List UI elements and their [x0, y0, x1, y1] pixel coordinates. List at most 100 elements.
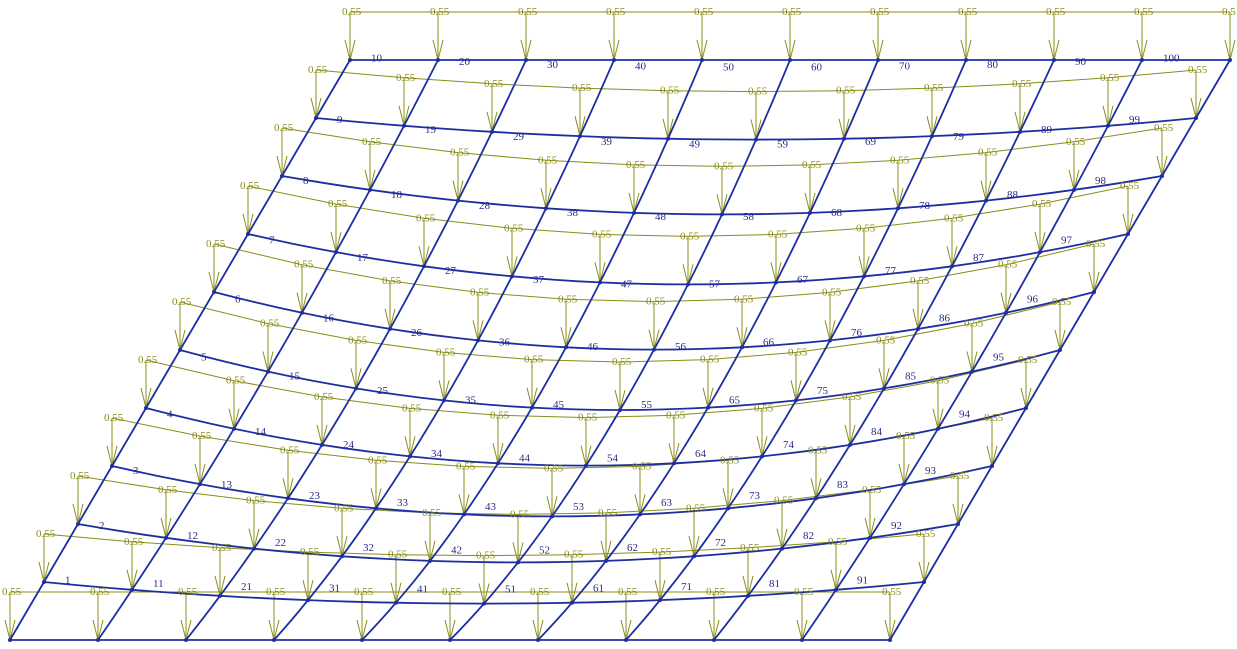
- load-value-label: 0.55: [910, 275, 930, 287]
- mesh-node: [76, 522, 80, 526]
- mesh-node: [922, 580, 926, 584]
- element-number-label: 12: [187, 530, 198, 542]
- element-number-label: 78: [919, 200, 931, 212]
- element-number-label: 53: [573, 501, 585, 513]
- mesh-node: [496, 461, 500, 466]
- element-number-label: 45: [553, 399, 565, 411]
- labels-layer: 0.55 0.55 0.55 0.55 0.55 0.55 0.55 0.55 0.55 0.55…: [2, 6, 1236, 598]
- load-value-label: 0.55: [1066, 136, 1086, 148]
- load-value-label: 0.55: [876, 334, 896, 346]
- element-number-label: 21: [241, 581, 252, 593]
- load-value-label: 0.55: [382, 275, 402, 287]
- element-number-label: 64: [695, 448, 707, 460]
- load-value-label: 0.55: [822, 286, 842, 298]
- mesh-node: [232, 426, 236, 431]
- element-number-label: 50: [723, 62, 735, 74]
- element-number-label: 79: [953, 131, 965, 143]
- element-number-label: 37: [533, 274, 545, 286]
- load-value-label: 0.55: [484, 78, 504, 90]
- mesh-node: [780, 546, 784, 551]
- load-value-label: 0.55: [748, 86, 768, 98]
- load-value-label: 0.55: [896, 430, 916, 442]
- mesh-node: [1058, 348, 1062, 352]
- element-number-label: 67: [797, 274, 809, 286]
- element-number-label: 40: [635, 61, 647, 73]
- load-value-label: 0.55: [882, 586, 902, 598]
- load-value-label: 0.55: [260, 318, 280, 330]
- load-value-label: 0.5: [1222, 6, 1236, 18]
- load-value-label: 0.55: [572, 82, 592, 94]
- load-value-label: 0.55: [334, 502, 354, 514]
- mesh-node: [726, 506, 730, 511]
- element-number-label: 49: [689, 139, 701, 151]
- load-value-label: 0.55: [1046, 6, 1066, 18]
- element-number-label: 56: [675, 341, 687, 353]
- load-value-label: 0.55: [768, 228, 788, 240]
- mesh-node: [956, 522, 960, 526]
- element-number-label: 62: [627, 542, 638, 554]
- load-value-label: 0.55: [842, 391, 862, 403]
- element-number-label: 25: [377, 385, 389, 397]
- element-number-label: 97: [1061, 235, 1073, 247]
- load-value-label: 0.55: [430, 6, 450, 18]
- mesh-node: [760, 454, 764, 459]
- mesh-node: [482, 601, 486, 606]
- mesh-node: [476, 338, 480, 343]
- mesh-node: [862, 274, 866, 279]
- mesh-node: [604, 558, 608, 563]
- element-number-label: 99: [1129, 114, 1141, 126]
- mesh-node: [286, 496, 290, 501]
- element-number-label: 58: [743, 211, 755, 223]
- mesh-node: [876, 58, 880, 62]
- load-value-label: 0.55: [652, 546, 672, 558]
- mesh-node: [902, 482, 906, 487]
- element-number-label: 100: [1163, 52, 1180, 64]
- mesh-node: [428, 558, 432, 563]
- element-number-label: 29: [513, 131, 525, 143]
- mesh-node: [130, 587, 134, 592]
- mesh-node: [1024, 406, 1028, 410]
- mesh-node: [110, 464, 114, 468]
- load-value-label: 0.55: [808, 444, 828, 456]
- load-value-label: 0.55: [1134, 6, 1154, 18]
- load-value-label: 0.55: [714, 160, 734, 172]
- load-value-label: 0.55: [802, 159, 822, 171]
- mesh-node: [632, 210, 636, 215]
- element-number-label: 82: [803, 530, 814, 542]
- load-value-label: 0.55: [314, 391, 334, 403]
- load-value-label: 0.55: [828, 536, 848, 548]
- load-value-label: 0.55: [308, 64, 328, 76]
- load-value-label: 0.55: [794, 586, 814, 598]
- element-number-label: 2: [99, 520, 105, 532]
- element-number-label: 73: [749, 490, 761, 502]
- mesh-node: [348, 58, 352, 62]
- load-reference-line: [247, 185, 1129, 237]
- mesh-node: [808, 210, 812, 215]
- load-value-label: 0.55: [510, 508, 530, 520]
- mesh-node: [720, 212, 724, 217]
- element-number-label: 86: [939, 313, 951, 325]
- mesh-node: [448, 638, 452, 642]
- load-value-label: 0.55: [240, 180, 260, 192]
- mesh-node: [746, 593, 750, 598]
- element-number-label: 31: [329, 583, 340, 595]
- element-number-label: 20: [459, 56, 471, 68]
- mesh-node: [916, 326, 920, 331]
- load-value-label: 0.55: [36, 528, 56, 540]
- mesh-node: [800, 638, 804, 642]
- mesh-node: [888, 638, 892, 642]
- mesh-node: [218, 593, 222, 598]
- mesh-node: [740, 345, 744, 350]
- mesh-node: [754, 137, 758, 142]
- element-number-label: 26: [411, 327, 423, 339]
- mesh-node: [164, 535, 168, 540]
- mesh-node: [848, 442, 852, 447]
- mesh-node: [280, 174, 284, 178]
- load-value-label: 0.55: [740, 542, 760, 554]
- mesh-node: [774, 280, 778, 285]
- load-value-label: 0.55: [476, 550, 496, 562]
- element-number-label: 39: [601, 136, 613, 148]
- element-number-label: 52: [539, 545, 550, 557]
